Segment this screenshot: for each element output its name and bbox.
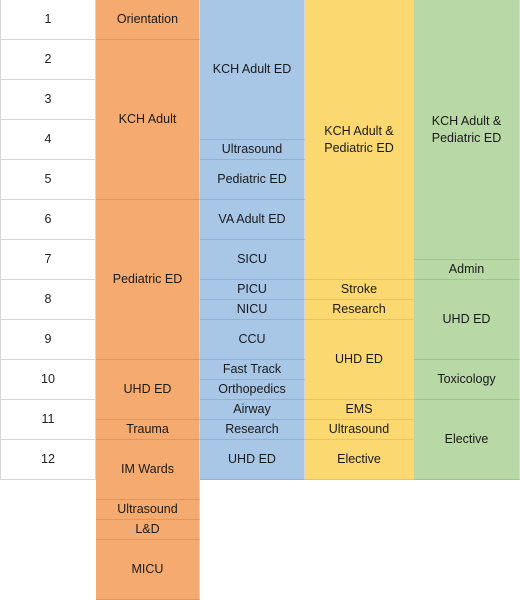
- col1-uhd-ed-block: UHD ED: [96, 360, 200, 420]
- row-label-3: 3: [0, 80, 96, 120]
- col2-sicu-block: SICU: [200, 240, 305, 280]
- row-label-8: 8: [0, 280, 96, 320]
- col1-im-wards-block: IM Wards: [96, 440, 200, 500]
- col4-kch-adult-and-pediatric-ed-block: KCH Adult & Pediatric ED: [414, 0, 520, 260]
- col3-research-block: Research: [305, 300, 414, 320]
- col2-ultrasound-block: Ultrasound: [200, 140, 305, 160]
- col2-pediatric-ed-block: Pediatric ED: [200, 160, 305, 200]
- col4-elective-block: Elective: [414, 400, 520, 480]
- col1-micu-block: MICU: [96, 540, 200, 600]
- col3-stroke-block: Stroke: [305, 280, 414, 300]
- col3-uhd-ed-block: UHD ED: [305, 320, 414, 400]
- col1-ultrasound-block: Ultrasound: [96, 500, 200, 520]
- col2-kch-adult-ed-block: KCH Adult ED: [200, 0, 305, 140]
- col1-orientation-block: Orientation: [96, 0, 200, 40]
- col2-va-adult-ed-block: VA Adult ED: [200, 200, 305, 240]
- row-label-9: 9: [0, 320, 96, 360]
- col3-ultrasound-block: Ultrasound: [305, 420, 414, 440]
- col4-uhd-ed-block: UHD ED: [414, 280, 520, 360]
- row-label-7: 7: [0, 240, 96, 280]
- col1-pediatric-ed-block: Pediatric ED: [96, 200, 200, 360]
- row-label-1: 1: [0, 0, 96, 40]
- col2-uhd-ed-block: UHD ED: [200, 440, 305, 480]
- col2-fast-track-block: Fast Track: [200, 360, 305, 380]
- col2-research-block: Research: [200, 420, 305, 440]
- col2-orthopedics-block: Orthopedics: [200, 380, 305, 400]
- col2-picu-block: PICU: [200, 280, 305, 300]
- col1-landd-block: L&D: [96, 520, 200, 540]
- row-label-10: 10: [0, 360, 96, 400]
- col2-airway-block: Airway: [200, 400, 305, 420]
- row-label-4: 4: [0, 120, 96, 160]
- col4-admin-block: Admin: [414, 260, 520, 280]
- col2-nicu-block: NICU: [200, 300, 305, 320]
- row-label-6: 6: [0, 200, 96, 240]
- row-label-11: 11: [0, 400, 96, 440]
- row-label-2: 2: [0, 40, 96, 80]
- col3-ems-block: EMS: [305, 400, 414, 420]
- col2-ccu-block: CCU: [200, 320, 305, 360]
- row-label-5: 5: [0, 160, 96, 200]
- row-label-12: 12: [0, 440, 96, 480]
- col3-elective-block: Elective: [305, 440, 414, 480]
- col1-trauma-block: Trauma: [96, 420, 200, 440]
- col3-kch-adult-and-pediatric-ed-block: KCH Adult & Pediatric ED: [305, 0, 414, 280]
- col1-kch-adult-block: KCH Adult: [96, 40, 200, 200]
- col4-toxicology-block: Toxicology: [414, 360, 520, 400]
